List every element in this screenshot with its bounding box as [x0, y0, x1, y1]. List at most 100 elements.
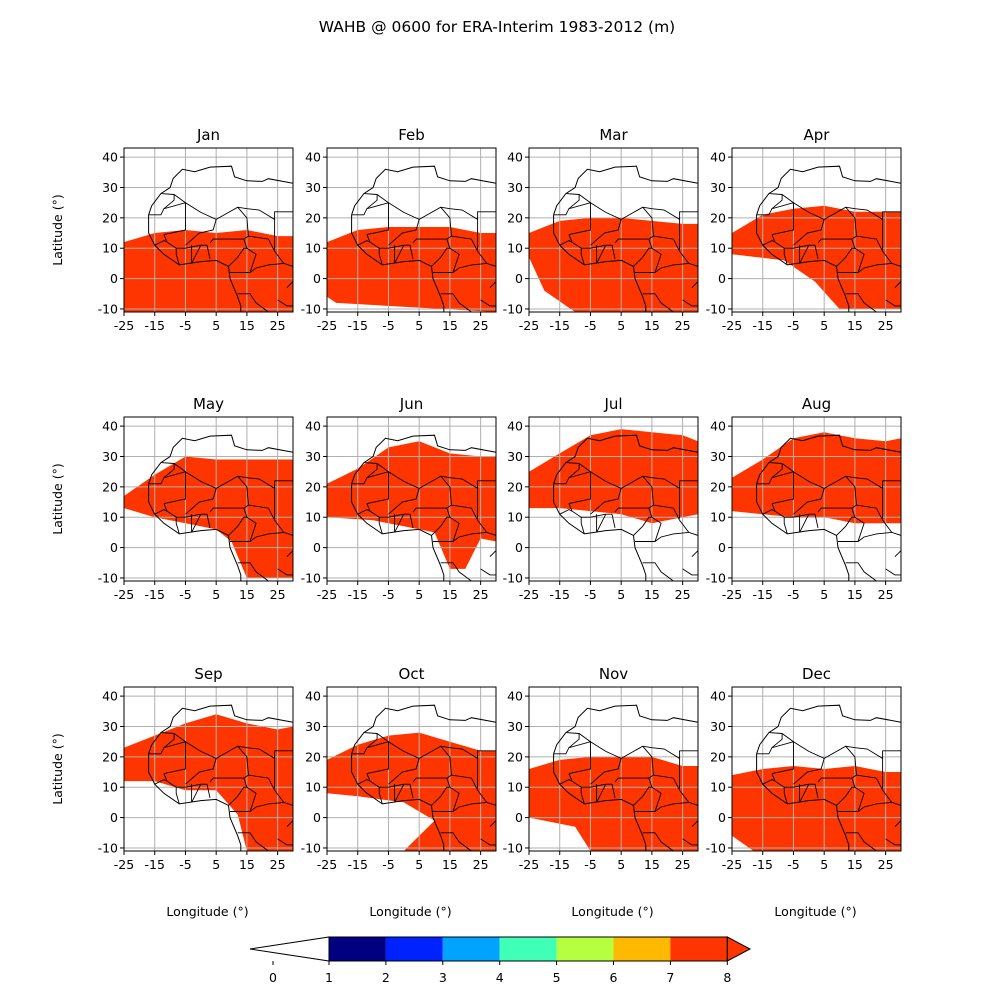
y-tick-label: 10: [102, 780, 118, 795]
panel-title: Apr: [804, 126, 831, 144]
x-tick-label: 5: [212, 318, 220, 333]
x-tick-label: -5: [584, 318, 596, 333]
y-tick-label: -10: [98, 570, 118, 585]
x-tick-label: -15: [145, 857, 165, 872]
y-tick-label: 30: [710, 719, 726, 734]
y-tick-label: 0: [718, 810, 726, 825]
y-tick-label: 40: [507, 689, 523, 704]
y-tick-label: 40: [507, 419, 523, 434]
y-tick-label: 30: [507, 449, 523, 464]
x-tick-label: -5: [179, 857, 191, 872]
panel-title: Feb: [398, 126, 425, 144]
x-tick-label: -15: [753, 857, 773, 872]
x-tick-label: -15: [348, 857, 368, 872]
x-tick-label: 15: [644, 318, 660, 333]
colorbar-segment: [500, 937, 557, 961]
panel-title: Aug: [802, 395, 831, 413]
y-tick-label: -10: [706, 570, 726, 585]
map-panel-dec: Dec-25 -15 -5 5 15 25403020100-10: [706, 665, 901, 872]
x-tick-label: 15: [442, 587, 458, 602]
x-tick-label: 15: [644, 587, 660, 602]
x-tick-label: -5: [584, 587, 596, 602]
y-tick-label: 30: [305, 449, 321, 464]
y-tick-label: 20: [305, 479, 321, 494]
x-tick-label: 25: [473, 587, 489, 602]
map-panel-may: May-25 -15 -5 5 15 25403020100-10Latitude (°): [50, 395, 293, 602]
map-panel-jun: Jun -25 -15 -5 5 15 25 40 30 20 10 0 -10: [301, 395, 496, 602]
y-tick-label: 0: [313, 271, 321, 286]
x-tick-label: 5: [415, 587, 423, 602]
y-tick-label: 40: [305, 689, 321, 704]
x-tick-label: -15: [550, 587, 570, 602]
x-tick-label: -5: [787, 587, 799, 602]
x-tick-label: -15: [145, 318, 165, 333]
colorbar-tick-label: 2: [382, 970, 390, 985]
x-tick-label: 25: [675, 318, 691, 333]
colorbar-tick-label: 8: [723, 970, 731, 985]
y-tick-label: -10: [503, 301, 523, 316]
panel-title: Nov: [599, 665, 628, 683]
y-tick-label: 20: [507, 210, 523, 225]
y-tick-label: 10: [710, 510, 726, 525]
y-tick-label: 0: [110, 540, 118, 555]
y-tick-label: 20: [102, 749, 118, 764]
x-tick-label: 5: [820, 587, 828, 602]
y-axis-label: Latitude (°): [50, 194, 65, 265]
x-tick-label: 25: [473, 857, 489, 872]
x-tick-label: -15: [550, 318, 570, 333]
x-tick-label: 25: [270, 318, 286, 333]
y-tick-label: 40: [507, 150, 523, 165]
y-tick-label: 40: [710, 419, 726, 434]
x-tick-label: 15: [239, 857, 255, 872]
colorbar-segment: [614, 937, 671, 961]
y-tick-label: 40: [305, 150, 321, 165]
x-tick-label: 15: [239, 587, 255, 602]
x-tick-label: -5: [787, 857, 799, 872]
x-tick-label: -25: [114, 857, 134, 872]
y-axis-label: Latitude (°): [50, 463, 65, 534]
y-tick-label: -10: [98, 840, 118, 855]
panel-title: Oct: [399, 665, 425, 683]
y-tick-label: 20: [507, 749, 523, 764]
x-tick-label: -5: [179, 587, 191, 602]
colorbar-extend-low: [250, 937, 329, 961]
y-tick-label: -10: [706, 840, 726, 855]
panel-title: Sep: [194, 665, 222, 683]
x-tick-label: 25: [878, 857, 894, 872]
panel-grid: Jan-25 -15 -5 5 15 25403020100-10Latitude (°)…: [50, 126, 901, 919]
x-tick-label: -25: [317, 587, 337, 602]
y-tick-label: 0: [515, 810, 523, 825]
colorbar-extend-high: [727, 937, 750, 961]
x-tick-label: 5: [617, 587, 625, 602]
panel-title: Jul: [603, 395, 622, 413]
y-tick-label: 40: [102, 689, 118, 704]
colorbar-segment: [443, 937, 500, 961]
x-tick-label: 15: [442, 318, 458, 333]
map-panel-aug: Aug-25 -15 -5 5 15 25403020100-10: [706, 395, 901, 602]
y-tick-label: 30: [102, 180, 118, 195]
x-tick-label: -25: [114, 587, 134, 602]
y-tick-label: 40: [710, 689, 726, 704]
map-panel-nov: Nov-25 -15 -5 5 15 25403020100-10: [503, 665, 698, 872]
y-tick-label: 20: [710, 210, 726, 225]
x-tick-label: 25: [675, 587, 691, 602]
map-panel-jan: Jan-25 -15 -5 5 15 25403020100-10Latitude (°): [50, 126, 293, 333]
y-tick-label: 20: [305, 749, 321, 764]
colorbar: 012345678: [250, 937, 750, 985]
y-tick-label: 30: [710, 449, 726, 464]
y-tick-label: 30: [507, 180, 523, 195]
y-tick-label: -10: [503, 570, 523, 585]
x-tick-label: -25: [317, 318, 337, 333]
y-tick-label: 10: [507, 510, 523, 525]
colorbar-segment: [670, 937, 727, 961]
x-tick-label: 25: [473, 318, 489, 333]
x-tick-label: 5: [212, 587, 220, 602]
x-tick-label: -25: [317, 857, 337, 872]
y-tick-label: 40: [305, 419, 321, 434]
x-tick-label: -25: [114, 318, 134, 333]
x-tick-label: 15: [847, 318, 863, 333]
y-tick-label: 20: [305, 210, 321, 225]
x-tick-label: -15: [348, 587, 368, 602]
x-tick-label: 5: [820, 857, 828, 872]
y-tick-label: 0: [515, 540, 523, 555]
